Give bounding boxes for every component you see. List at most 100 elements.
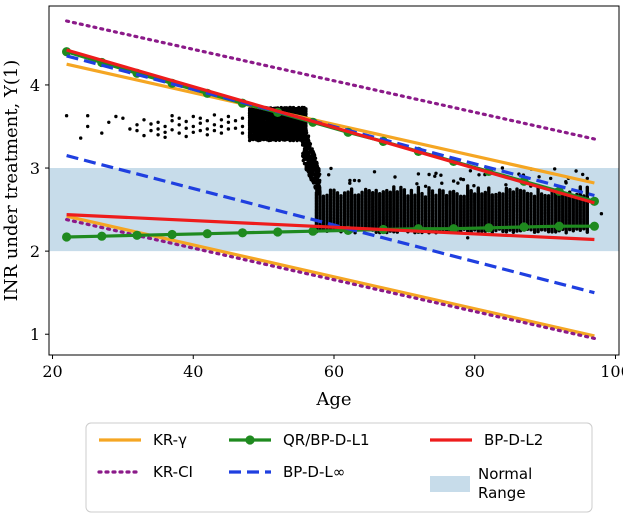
scatter-point: [233, 126, 238, 130]
scatter-point: [316, 183, 320, 187]
scatter-point: [163, 135, 167, 139]
scatter-point: [532, 194, 537, 198]
x-tick-label: 40: [183, 362, 203, 381]
scatter-point: [329, 166, 333, 171]
scatter-point: [177, 131, 181, 135]
scatter-point: [352, 178, 357, 183]
scatter-point: [114, 114, 118, 119]
scatter-point: [302, 126, 306, 130]
scatter-point: [306, 158, 310, 162]
scatter-point: [205, 133, 209, 137]
y-tick-label: 1: [30, 325, 40, 344]
scatter-point: [314, 191, 319, 195]
series-marker: [449, 224, 459, 234]
scatter-point: [356, 193, 361, 197]
scatter-point: [423, 184, 428, 188]
scatter-point: [371, 191, 375, 195]
scatter-point: [543, 193, 547, 198]
scatter-point: [321, 194, 326, 198]
scatter-point: [301, 154, 305, 158]
scatter-point: [310, 147, 314, 151]
scatter-point: [339, 194, 343, 198]
scatter-point: [468, 169, 473, 173]
scatter-point: [315, 161, 319, 166]
scatter-point: [233, 119, 238, 123]
scatter-point: [473, 192, 477, 196]
legend-label-normal-range-line2: Range: [478, 484, 526, 502]
series-line-5-upper: [66, 48, 595, 205]
scatter-point: [300, 138, 305, 142]
scatter-point: [423, 195, 428, 199]
scatter-point: [461, 177, 466, 182]
series-marker: [237, 228, 248, 238]
scatter-point: [219, 124, 224, 129]
scatter-point: [309, 150, 313, 154]
x-axis-label: Age: [315, 389, 351, 410]
scatter-point: [451, 189, 456, 194]
scatter-point: [546, 194, 551, 198]
scatter-point: [415, 182, 419, 186]
scatter-point: [149, 122, 153, 126]
series-marker: [62, 232, 72, 242]
scatter-point: [205, 119, 209, 123]
scatter-point: [437, 188, 442, 192]
scatter-point: [451, 179, 456, 183]
scatter-point: [135, 123, 139, 127]
series-line-4-lower: [66, 154, 595, 295]
scatter-point: [529, 192, 533, 196]
scatter-point: [212, 128, 217, 133]
scatter-point: [444, 193, 449, 198]
scatter-point: [86, 124, 90, 129]
series-marker: [554, 221, 564, 231]
scatter-point: [219, 131, 224, 135]
scatter-point: [374, 188, 378, 193]
scatter-point: [240, 124, 245, 129]
scatter-point: [500, 166, 505, 170]
scatter-point: [420, 191, 424, 196]
legend-label-4: KR-CI: [153, 463, 193, 481]
scatter-point: [121, 116, 125, 120]
scatter-point: [317, 174, 321, 178]
scatter-point: [142, 118, 146, 122]
scatter-point: [497, 191, 502, 195]
scatter-point: [476, 186, 480, 190]
scatter-point: [304, 107, 308, 111]
scatter-point: [212, 123, 217, 127]
scatter-point: [504, 186, 509, 191]
scatter-point: [564, 180, 568, 184]
scatter-point: [349, 187, 354, 191]
scatter-point: [472, 184, 476, 188]
scatter-point: [348, 181, 352, 185]
scatter-point: [312, 158, 317, 162]
scatter-point: [313, 172, 317, 176]
scatter-point: [434, 171, 438, 175]
scatter-point: [402, 188, 407, 192]
scatter-point: [459, 194, 463, 198]
scatter-point: [434, 193, 438, 197]
series-marker: [589, 221, 600, 231]
scatter-point: [302, 135, 306, 140]
scatter-point: [301, 158, 305, 163]
scatter-point: [504, 183, 508, 187]
scatter-point: [466, 184, 470, 188]
series-line-3-upper: [66, 224, 595, 239]
series-marker: [273, 227, 283, 237]
scatter-point: [307, 141, 311, 146]
scatter-point: [440, 181, 444, 185]
scatter-point: [518, 188, 523, 193]
scatter-point: [581, 172, 585, 177]
scatter-point: [302, 149, 307, 153]
scatter-point: [433, 174, 437, 178]
scatter-point: [342, 191, 347, 195]
scatter-point: [184, 119, 188, 124]
scatter-point: [578, 185, 582, 189]
y-axis-label: INR under treatment, Y(1): [1, 60, 22, 302]
scatter-point: [490, 193, 494, 197]
scatter-point: [107, 120, 111, 125]
scatter-point: [135, 128, 139, 133]
scatter-point: [198, 128, 202, 133]
legend-swatch-normal-range: [430, 476, 470, 492]
scatter-point: [539, 192, 544, 196]
series-marker: [97, 231, 107, 241]
